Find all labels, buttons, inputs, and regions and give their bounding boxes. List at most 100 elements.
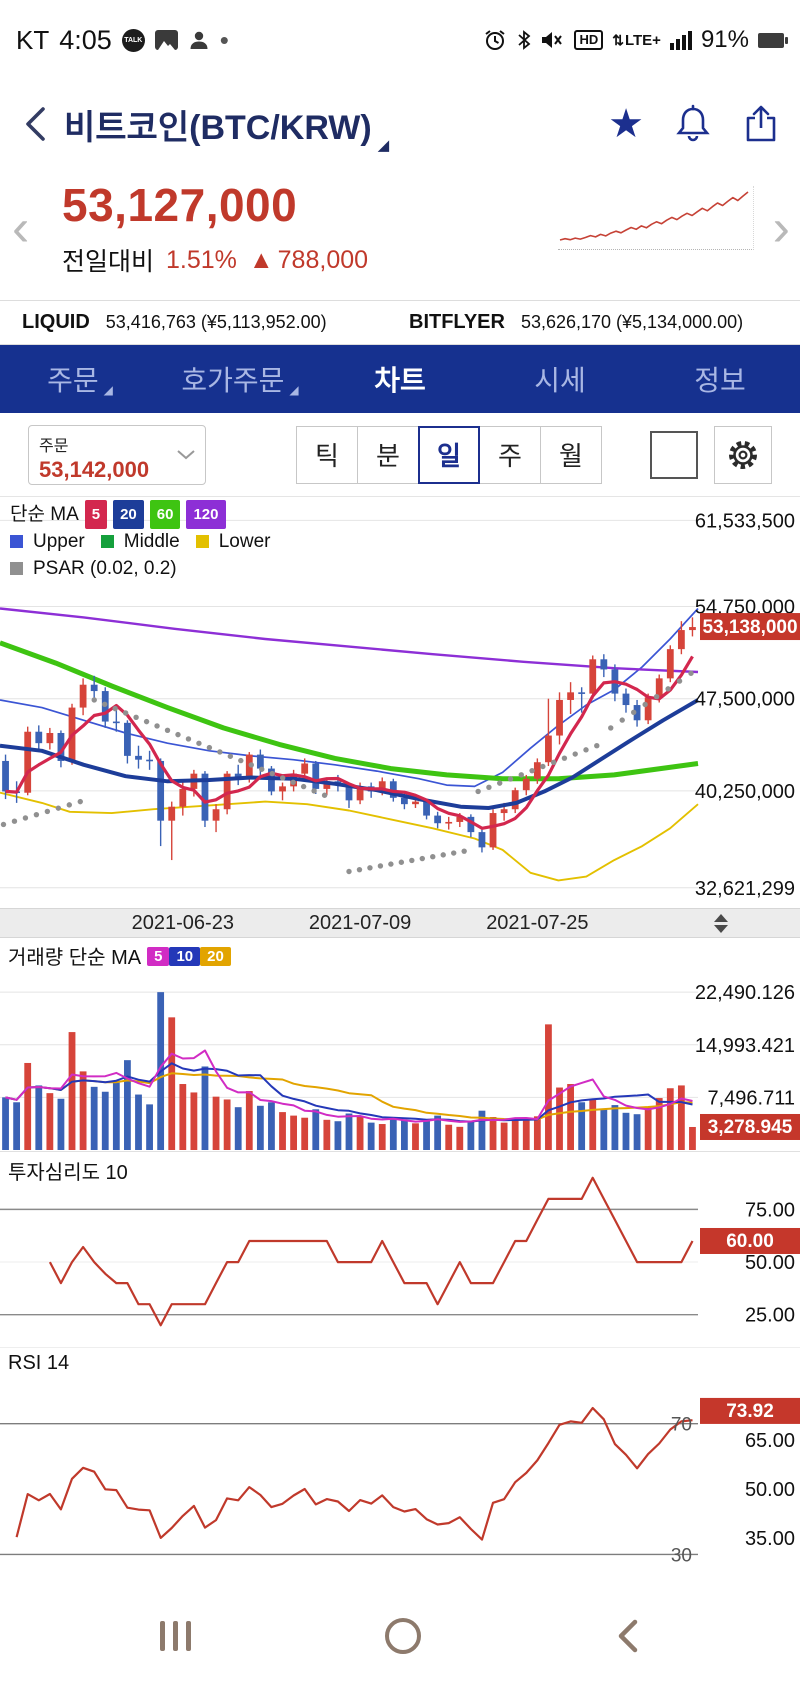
clock: 4:05 [59, 24, 112, 55]
rsi-chart[interactable]: RSI 14 65.00 50.00 35.00 70 30 73.92 [0, 1348, 800, 1582]
volume-legend: 거래량 단순 MA 5 10 20 [8, 941, 231, 970]
order-dropdown-label: 주문 [39, 437, 69, 455]
svg-text:40,250,000: 40,250,000 [695, 781, 795, 803]
carrier-label: KT [16, 24, 50, 55]
period-minute-button[interactable]: 분 [357, 425, 419, 484]
investor-sentiment-chart[interactable]: 투자심리도 10 75.00 50.00 25.00 60.00 [0, 1152, 800, 1348]
svg-text:73.92: 73.92 [726, 1401, 774, 1422]
rsi-title: RSI 14 [8, 1352, 70, 1374]
mini-trend-sparkline [558, 186, 754, 250]
svg-text:65.00: 65.00 [745, 1430, 795, 1452]
up-triangle-icon: ▲ [248, 245, 274, 274]
status-right-group: HD ⇅ LTE+ 91% [483, 26, 788, 54]
ma-120-chip: 120 [186, 500, 226, 529]
status-left-group: KT 4:05 TALK • [16, 25, 229, 56]
chart-toolbar: 주문 53,142,000 틱 분 일 주 월 [0, 413, 800, 497]
ma-20-chip: 20 [113, 500, 144, 529]
tab-caret-icon: ◢ [103, 383, 113, 397]
chart-settings-button[interactable] [714, 425, 772, 484]
period-button-group: 틱 분 일 주 월 [296, 425, 602, 484]
main-nav-tabs: 주문 ◢ 호가주문 ◢ 차트 시세 정보 [0, 345, 800, 413]
change-amount: 788,000 [277, 245, 369, 274]
gear-icon [726, 438, 760, 472]
exchange-item: LIQUID 53,416,763 (¥5,113,952.00) [22, 311, 391, 334]
order-dropdown-price: 53,142,000 [39, 456, 150, 482]
data-arrows-icon: ⇅ [612, 31, 624, 48]
tab-chart[interactable]: 차트 [374, 365, 426, 396]
home-icon[interactable] [384, 1617, 421, 1654]
ma-5-chip: 5 [84, 500, 108, 529]
volume-ma-10-chip: 10 [169, 947, 201, 966]
period-day-button[interactable]: 일 [418, 425, 480, 484]
x-axis-date-label: 2021-07-09 [308, 912, 412, 934]
lower-band-swatch [195, 535, 209, 548]
exchange-name: LIQUID [22, 311, 90, 333]
alerts-bell-icon[interactable] [674, 103, 712, 145]
exchange-comparison-ticker[interactable]: LIQUID 53,416,763 (¥5,113,952.00) BITFLY… [0, 300, 800, 345]
mute-icon [541, 30, 565, 50]
previous-symbol-chevron[interactable]: ‹ [12, 199, 30, 257]
chevron-down-icon [177, 449, 195, 460]
middle-band-label: Middle [123, 531, 180, 552]
tab-caret-icon: ◢ [289, 383, 299, 397]
tab-order[interactable]: 주문 ◢ [0, 345, 160, 413]
more-notifications-dot: • [219, 24, 229, 55]
back-button[interactable] [20, 102, 50, 146]
tab-quotes[interactable]: 시세 [534, 365, 586, 396]
exchange-price: 53,416,763 (¥5,113,952.00) [105, 312, 327, 332]
time-axis-band[interactable]: 2021-06-23 2021-07-09 2021-07-25 [0, 908, 800, 938]
share-icon[interactable] [742, 103, 780, 145]
signal-strength-icon [669, 30, 692, 50]
period-week-button[interactable]: 주 [479, 425, 541, 484]
psar-legend-label: PSAR (0.02, 0.2) [33, 558, 177, 579]
app-header: 비트코인(BTC/KRW) ◢ ★ [0, 80, 800, 168]
person-notification-icon [188, 29, 210, 51]
battery-icon [758, 32, 788, 48]
volume-legend-label: 거래량 단순 MA [8, 947, 142, 969]
price-candlestick-chart[interactable]: 61,533,500 54,750,000 47,500,000 40,250,000… [0, 497, 800, 908]
status-bar: KT 4:05 TALK • HD ⇅ LTE+ 91% [0, 0, 800, 80]
svg-text:50.00: 50.00 [745, 1479, 795, 1501]
svg-text:14,993.421: 14,993.421 [695, 1035, 795, 1057]
svg-text:60.00: 60.00 [726, 1231, 774, 1252]
lower-band-label: Lower [218, 531, 271, 552]
chart-style-square-button[interactable] [650, 430, 698, 479]
chart-legend: 단순 MA 5 20 60 120 Upper Middle Lower PSAR (0.0… [10, 500, 280, 582]
period-month-button[interactable]: 월 [540, 425, 602, 484]
image-notification-icon [154, 30, 178, 50]
svg-text:25.00: 25.00 [745, 1305, 795, 1327]
android-navigation-bar [0, 1582, 800, 1689]
change-label: 전일대비 [62, 248, 155, 276]
favorite-star-icon[interactable]: ★ [608, 102, 644, 146]
next-symbol-chevron[interactable]: › [772, 199, 790, 257]
volume-ma-5-chip: 5 [147, 947, 170, 966]
order-price-dropdown[interactable]: 주문 53,142,000 [28, 424, 206, 485]
upper-band-label: Upper [33, 531, 85, 552]
x-axis-date-label: 2021-06-23 [131, 912, 234, 934]
bluetooth-icon [516, 28, 532, 52]
tab-orderbook-order[interactable]: 호가주문 ◢ [160, 345, 320, 413]
svg-text:32,621,299: 32,621,299 [695, 878, 795, 900]
pane-resize-handle-icon[interactable] [714, 914, 728, 933]
svg-text:47,500,000: 47,500,000 [695, 689, 795, 711]
change-percent: 1.51% [166, 245, 237, 274]
period-tick-button[interactable]: 틱 [296, 425, 358, 484]
page-title-symbol-selector[interactable]: 비트코인(BTC/KRW) [64, 108, 372, 147]
middle-band-swatch [100, 535, 114, 548]
volume-chart[interactable]: 거래량 단순 MA 5 10 20 22,490.126 14,993.421 7,49… [0, 938, 800, 1152]
upper-band-swatch [10, 535, 23, 548]
price-summary-section: ‹ 53,127,000 전일대비 1.51% ▲ 788,000 › [0, 168, 800, 300]
svg-text:22,490.126: 22,490.126 [695, 982, 795, 1004]
psar-swatch [10, 562, 23, 575]
battery-percentage: 91% [700, 26, 749, 53]
tab-info[interactable]: 정보 [694, 365, 746, 396]
android-back-icon[interactable] [614, 1617, 640, 1655]
volume-ma-20-chip: 20 [200, 947, 231, 966]
exchange-item: BITFLYER 53,626,170 (¥5,134,000.00) [409, 311, 778, 334]
alarm-icon [483, 28, 507, 52]
x-axis-date-label: 2021-07-25 [486, 912, 589, 934]
recent-apps-icon[interactable] [160, 1620, 191, 1651]
exchange-name: BITFLYER [409, 311, 505, 333]
svg-text:3,278.945: 3,278.945 [708, 1117, 793, 1138]
ma-legend-label: 단순 MA [10, 504, 79, 525]
